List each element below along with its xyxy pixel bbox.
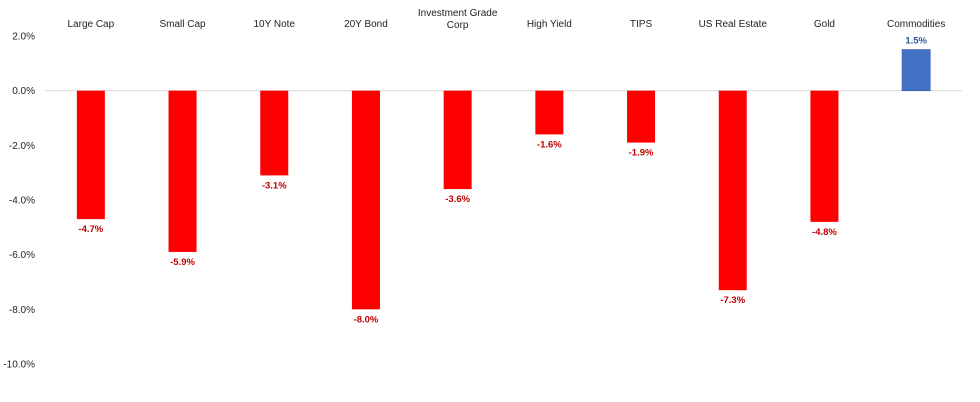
y-tick-label: -10.0% — [3, 360, 35, 371]
category-label: Commodities — [887, 19, 945, 30]
category-label: 20Y Bond — [344, 19, 388, 30]
category-label: Small Cap — [159, 19, 206, 30]
data-label: -7.3% — [720, 295, 745, 306]
category-label: Large Cap — [67, 19, 114, 30]
category-label: 10Y Note — [253, 19, 295, 30]
y-tick-label: -4.0% — [9, 196, 35, 207]
data-label: -8.0% — [354, 314, 379, 325]
data-labels: -4.7% -5.9% -3.1% -8.0% -3.6% -1.6% -1.9% -7.3%… — [78, 36, 927, 326]
bar — [810, 90, 839, 222]
category-labels: Large Cap Small Cap 10Y Note 20Y Bond Invest… — [67, 8, 945, 31]
bar — [535, 90, 564, 135]
data-label: -5.9% — [170, 257, 195, 268]
y-axis: 2.0% 0.0% -2.0% -4.0% -6.0% -8.0% -10.0% — [3, 32, 35, 371]
category-label: High Yield — [527, 19, 572, 30]
data-label: -1.9% — [629, 148, 654, 159]
bar — [168, 90, 197, 252]
data-label: -3.6% — [445, 194, 470, 205]
category-label: TIPS — [630, 19, 653, 30]
bar — [627, 90, 656, 143]
bar — [351, 90, 380, 310]
y-tick-label: -2.0% — [9, 141, 35, 152]
data-label: -4.8% — [812, 227, 837, 238]
y-tick-label: 0.0% — [12, 86, 35, 97]
bars-group — [76, 49, 931, 310]
bar — [901, 49, 931, 92]
bar — [260, 90, 289, 176]
y-tick-label: -8.0% — [9, 305, 35, 316]
data-label: -4.7% — [78, 224, 103, 235]
data-label: 1.5% — [905, 36, 927, 47]
y-tick-label: 2.0% — [12, 32, 35, 43]
category-label: Investment Grade Corp — [418, 8, 498, 31]
category-label: Gold — [814, 19, 835, 30]
data-label: -3.1% — [262, 180, 287, 191]
y-tick-label: -6.0% — [9, 250, 35, 261]
category-label: US Real Estate — [699, 19, 768, 30]
bar — [76, 90, 105, 220]
bar — [718, 90, 747, 291]
bar — [443, 90, 472, 190]
data-label: -1.6% — [537, 139, 562, 150]
